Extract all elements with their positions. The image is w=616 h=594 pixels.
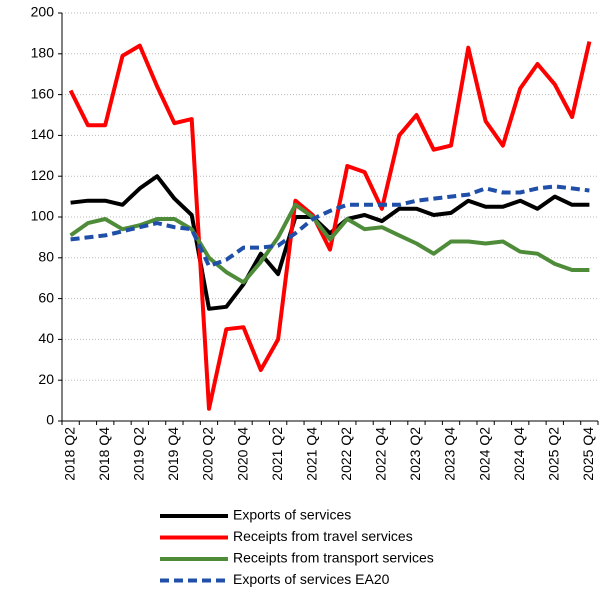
y-tick-label: 120 [31, 167, 55, 183]
x-tick-label: 2023 Q4 [442, 427, 458, 481]
y-tick-label: 140 [31, 126, 55, 142]
x-tick-label: 2020 Q4 [234, 427, 250, 481]
y-tick-label: 160 [31, 85, 55, 101]
legend-label: Exports of services [233, 507, 351, 523]
legend-label: Exports of services EA20 [233, 571, 390, 587]
series-line [70, 174, 590, 311]
y-tick-label: 100 [31, 208, 55, 224]
x-tick-label: 2024 Q2 [476, 427, 492, 481]
y-tick-label: 180 [31, 45, 55, 61]
x-tick-label: 2018 Q2 [61, 427, 77, 481]
x-tick-label: 2022 Q2 [338, 427, 354, 481]
y-tick-label: 60 [38, 289, 54, 305]
legend-label: Receipts from transport services [233, 550, 434, 566]
y-tick-label: 80 [38, 249, 54, 265]
y-tick-label: 200 [31, 4, 55, 20]
x-tick-label: 2020 Q2 [200, 427, 216, 481]
series-line [70, 184, 590, 268]
series-line [69, 202, 590, 285]
legend-label: Receipts from travel services [233, 528, 413, 544]
x-tick-label: 2021 Q2 [269, 427, 285, 481]
x-tick-label: 2021 Q4 [303, 427, 319, 481]
y-tick-label: 20 [38, 371, 54, 387]
x-tick-label: 2018 Q4 [96, 427, 112, 481]
x-tick-label: 2024 Q4 [511, 427, 527, 481]
x-tick-label: 2019 Q2 [131, 427, 147, 481]
series-line [68, 41, 592, 411]
y-tick-label: 0 [46, 412, 54, 428]
x-tick-label: 2025 Q4 [580, 427, 596, 481]
y-tick-label: 40 [38, 330, 54, 346]
x-tick-label: 2022 Q4 [373, 427, 389, 481]
x-tick-label: 2025 Q2 [545, 427, 561, 481]
x-tick-label: 2023 Q2 [407, 427, 423, 481]
x-tick-label: 2019 Q4 [165, 427, 181, 481]
